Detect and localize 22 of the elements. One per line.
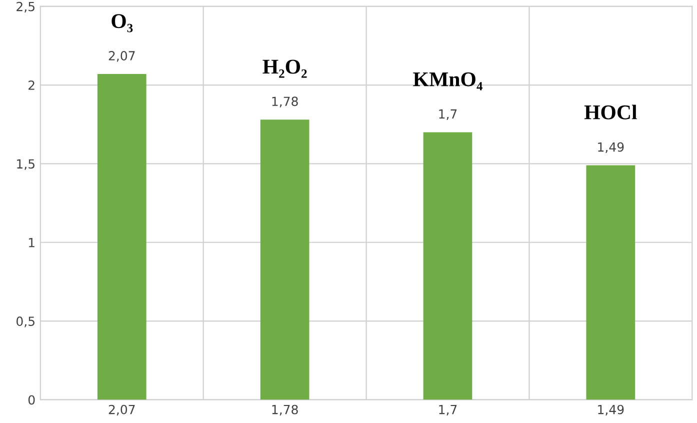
bar [586,165,636,400]
x-tick-label: 2,07 [108,404,135,416]
bar [260,120,310,400]
bar [97,74,146,400]
annotation: HOCl [584,104,637,120]
data-label: 1,7 [439,109,457,120]
y-tick-label: 1,5 [17,159,34,170]
data-label: 1,49 [598,142,624,154]
data-label: 1,78 [272,96,298,108]
annotation: H₂O₂ [262,60,307,78]
y-tick-label: 0 [28,395,35,405]
x-tick-label: 1,49 [598,404,624,416]
annotation: O₃ [112,14,133,32]
y-tick-label: 1 [28,238,34,248]
y-tick-label: 2 [28,80,34,90]
y-tick-label: 0,5 [16,316,34,328]
y-tick-label: 2,5 [16,2,34,13]
x-tick-label: 1,7 [439,404,457,416]
data-label: 2,07 [108,51,135,62]
x-tick-label: 1,78 [272,404,298,416]
annotation: KMnO₄ [413,72,482,90]
bar [423,132,472,400]
